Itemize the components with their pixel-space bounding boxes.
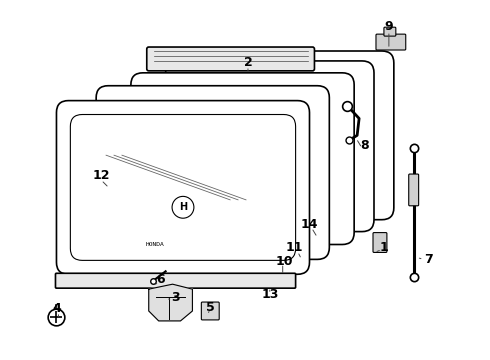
Text: 4: 4 (52, 302, 61, 315)
Text: 6: 6 (156, 273, 165, 286)
FancyBboxPatch shape (71, 114, 295, 260)
FancyBboxPatch shape (373, 233, 387, 252)
FancyBboxPatch shape (131, 73, 354, 244)
FancyBboxPatch shape (409, 174, 418, 206)
Text: 7: 7 (424, 253, 433, 266)
Text: 10: 10 (276, 255, 294, 268)
FancyBboxPatch shape (384, 27, 396, 36)
Text: 14: 14 (301, 218, 318, 231)
FancyBboxPatch shape (56, 100, 310, 274)
Text: 2: 2 (244, 57, 252, 69)
Text: 5: 5 (206, 301, 215, 314)
FancyBboxPatch shape (376, 34, 406, 50)
FancyBboxPatch shape (201, 302, 219, 320)
Text: 9: 9 (385, 20, 393, 33)
FancyBboxPatch shape (55, 273, 295, 288)
Polygon shape (149, 284, 193, 321)
Text: 11: 11 (286, 241, 303, 254)
Text: 1: 1 (380, 241, 388, 254)
Text: H: H (179, 202, 187, 212)
Text: 3: 3 (171, 291, 180, 303)
FancyBboxPatch shape (96, 86, 329, 260)
Text: 12: 12 (93, 168, 110, 181)
FancyBboxPatch shape (200, 51, 394, 220)
Text: 8: 8 (360, 139, 368, 152)
Text: 13: 13 (261, 288, 278, 301)
FancyBboxPatch shape (166, 61, 374, 231)
Text: HONDA: HONDA (146, 243, 165, 247)
FancyBboxPatch shape (147, 47, 315, 71)
